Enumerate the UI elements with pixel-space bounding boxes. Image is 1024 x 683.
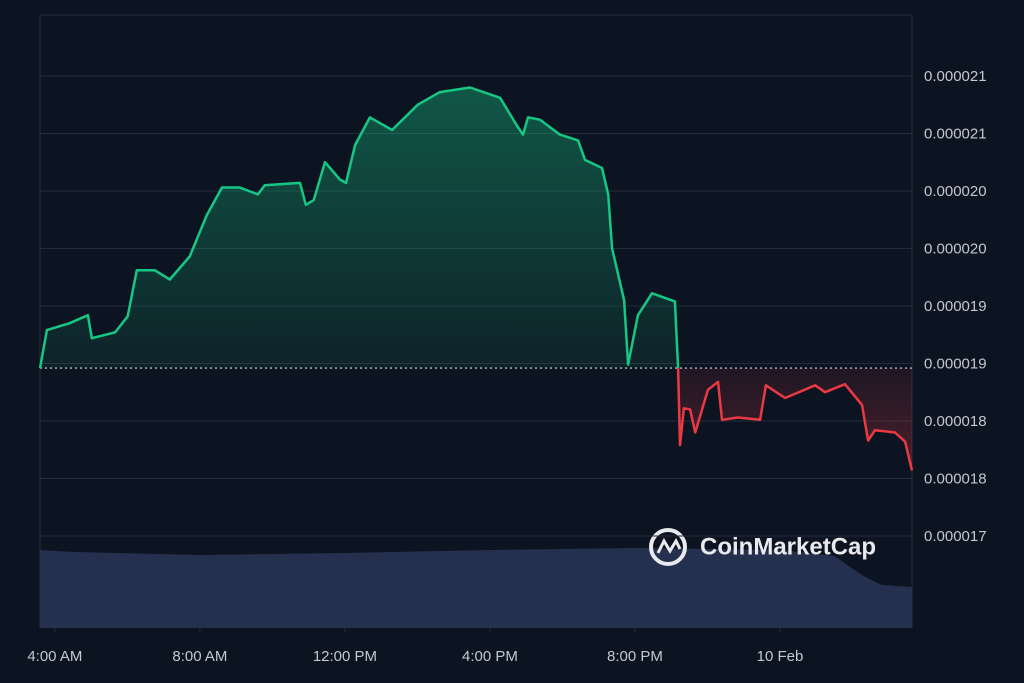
watermark-text: CoinMarketCap (700, 533, 876, 560)
x-tick-label: 8:00 AM (172, 648, 227, 665)
y-tick-label: 0.000018 (924, 413, 987, 430)
y-tick-label: 0.000021 (924, 68, 987, 85)
y-tick-label: 0.000019 (924, 355, 987, 372)
logo-mark (656, 537, 682, 554)
x-tick-label: 12:00 PM (313, 648, 377, 665)
y-tick-label: 0.000020 (924, 183, 987, 200)
x-tick-label: 4:00 AM (27, 648, 82, 665)
price-area (40, 87, 912, 471)
watermark: CoinMarketCap (649, 528, 876, 566)
y-tick-label: 0.000017 (924, 528, 987, 545)
logo (649, 528, 687, 566)
x-tick-label: 4:00 PM (462, 648, 518, 665)
y-tick-label: 0.000020 (924, 240, 987, 257)
x-tick-label: 10 Feb (757, 648, 804, 665)
price-line (38, 86, 914, 471)
volume-area (40, 548, 912, 628)
volume-layer (40, 548, 912, 628)
x-tick-label: 8:00 PM (607, 648, 663, 665)
y-tick-label: 0.000021 (924, 125, 987, 142)
y-tick-label: 0.000018 (924, 470, 987, 487)
y-tick-label: 0.000019 (924, 298, 987, 315)
